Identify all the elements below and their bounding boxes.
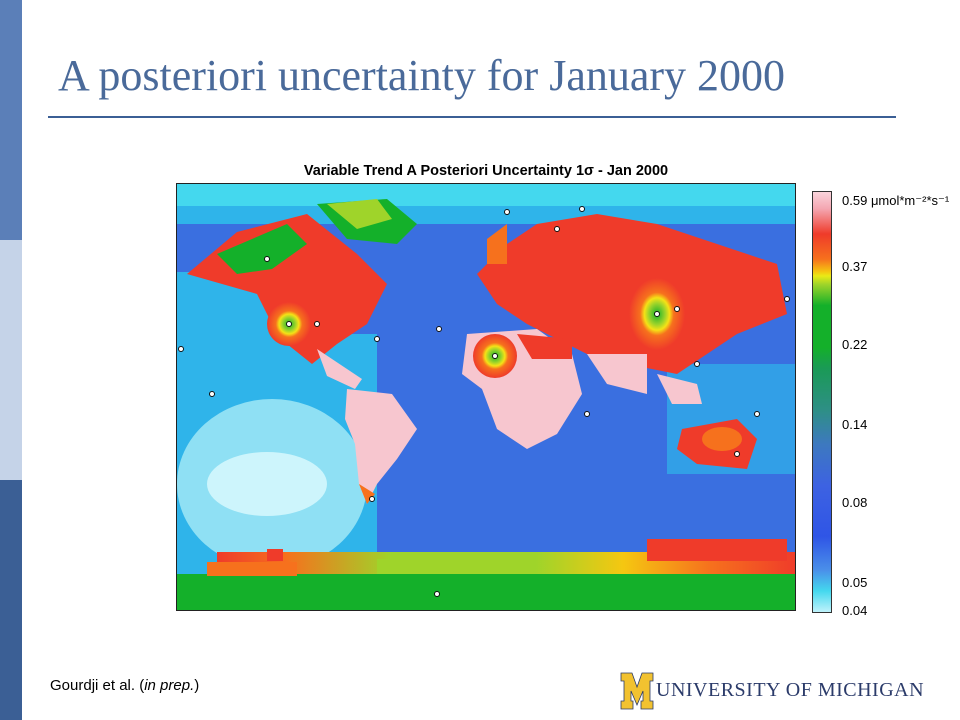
- map-title: Variable Trend A Posteriori Uncertainty …: [303, 163, 669, 179]
- colorbar-tick-max: 0.59 μmol*m⁻²*s⁻¹: [842, 193, 950, 208]
- africa: [462, 329, 582, 449]
- uncertainty-map: [176, 183, 796, 611]
- title-underline: [48, 116, 896, 118]
- colorbar-unit: μmol*m⁻²*s⁻¹: [870, 193, 950, 208]
- university-logo: UNIVERSITY OF MICHIGAN: [620, 671, 924, 711]
- citation: Gourdji et al. (in prep.): [50, 677, 200, 694]
- antarctic-uncertainty-band: [177, 539, 795, 610]
- north-america: [187, 199, 417, 364]
- decorative-side-bar-bottom: [0, 480, 22, 720]
- university-name: UNIVERSITY OF MICHIGAN: [656, 679, 925, 701]
- measurement-stations: [178, 206, 790, 597]
- citation-author: Gourdji et al.: [50, 677, 136, 694]
- decorative-side-bar-middle: [0, 240, 22, 480]
- colorbar: [812, 191, 832, 613]
- central-south-america: [317, 349, 417, 504]
- colorbar-tick-min: 0.04: [842, 603, 868, 618]
- slide-title: A posteriori uncertainty for January 200…: [58, 51, 786, 100]
- decorative-side-bar-top: [0, 0, 22, 240]
- colorbar-tick: 0.37: [842, 259, 868, 274]
- colorbar-tick: 0.22: [842, 337, 868, 352]
- colorbar-tick: 0.08: [842, 495, 868, 510]
- citation-note: in prep.: [144, 677, 195, 694]
- block-m-logo-icon: [620, 672, 654, 710]
- colorbar-tick: 0.14: [842, 417, 868, 432]
- colorbar-tick: 0.05: [842, 575, 868, 590]
